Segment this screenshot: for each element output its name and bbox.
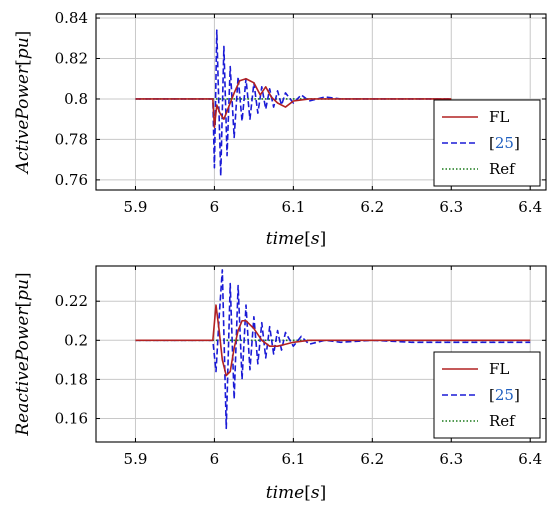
x-tick-label: 6.3 bbox=[439, 450, 463, 468]
series-line-fl bbox=[135, 304, 531, 377]
x-tick-label: 6.2 bbox=[360, 198, 384, 216]
legend: FL [25] Ref bbox=[433, 99, 541, 187]
x-tick-label: 6 bbox=[210, 198, 220, 216]
y-tick-label: 0.2 bbox=[64, 331, 88, 349]
legend-label: FL bbox=[489, 108, 509, 126]
x-tick-label: 6.4 bbox=[518, 198, 542, 216]
chart-active-power: 5.9 6 6.1 6.2 6.3 6.4 0.76 0.78 0.8 0.82 0.84 time[… bbox=[13, 9, 547, 249]
x-tick-label: 6.2 bbox=[360, 450, 384, 468]
series-line-fl bbox=[135, 77, 452, 129]
x-axis-label: time[s] bbox=[266, 483, 326, 503]
legend-label: Ref bbox=[489, 160, 516, 178]
x-tick-label: 5.9 bbox=[124, 198, 148, 216]
legend-label: Ref bbox=[489, 412, 516, 430]
legend-label: FL bbox=[489, 360, 509, 378]
series-line-ref25 bbox=[135, 29, 452, 177]
x-tick-label: 6.1 bbox=[281, 450, 305, 468]
legend-label: [25] bbox=[489, 386, 520, 404]
legend-box bbox=[433, 99, 541, 187]
x-tick-label: 6.1 bbox=[281, 198, 305, 216]
x-tick-label: 6 bbox=[210, 450, 220, 468]
legend: FL [25] Ref bbox=[433, 351, 541, 439]
series-line-ref25 bbox=[135, 269, 531, 430]
x-axis-label: time[s] bbox=[266, 229, 326, 249]
legend-box bbox=[433, 351, 541, 439]
y-tick-label: 0.22 bbox=[55, 292, 88, 310]
plot-frame bbox=[95, 13, 547, 191]
y-tick-label: 0.76 bbox=[55, 171, 88, 189]
legend-label: [25] bbox=[489, 134, 520, 152]
y-tick-label: 0.8 bbox=[64, 90, 88, 108]
chart-reactive-power: 5.9 6 6.1 6.2 6.3 6.4 0.16 0.18 0.2 0.22 time[s] Re… bbox=[13, 265, 547, 503]
x-tick-label: 6.3 bbox=[439, 198, 463, 216]
y-tick-label: 0.18 bbox=[55, 370, 88, 388]
y-tick-label: 0.16 bbox=[55, 410, 88, 428]
y-axis-label: ReactivePower[pu] bbox=[13, 272, 33, 436]
y-tick-label: 0.84 bbox=[55, 9, 88, 27]
y-tick-label: 0.82 bbox=[55, 50, 88, 68]
x-tick-label: 5.9 bbox=[124, 450, 148, 468]
x-tick-label: 6.4 bbox=[518, 450, 542, 468]
y-tick-label: 0.78 bbox=[55, 130, 88, 148]
plot-frame bbox=[95, 265, 547, 443]
y-axis-label: ActivePower[pu] bbox=[13, 31, 33, 176]
